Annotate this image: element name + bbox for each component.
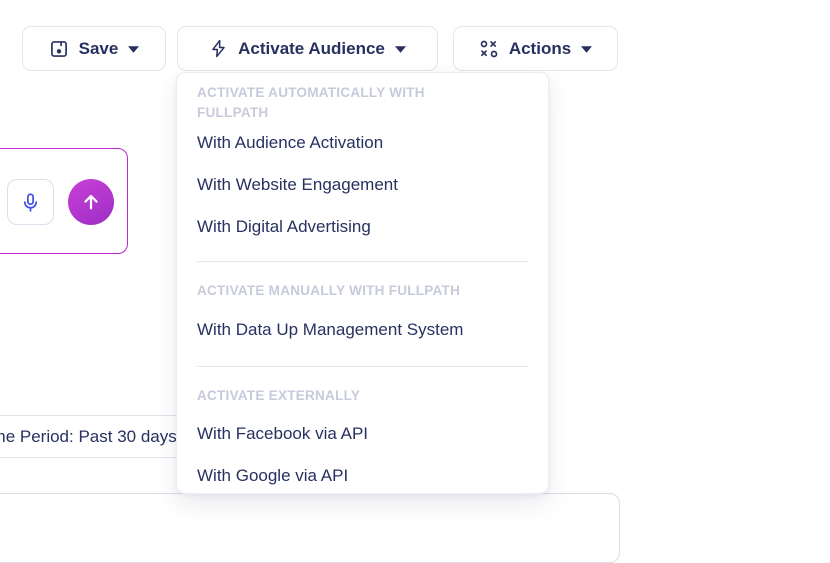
actions-button-label: Actions xyxy=(508,38,572,58)
caret-down-icon xyxy=(394,46,406,53)
menu-divider xyxy=(197,261,528,262)
actions-strategy-icon xyxy=(480,40,498,57)
menu-divider xyxy=(197,366,528,367)
save-button-label: Save xyxy=(78,38,119,58)
menu-item-with-website-engagement[interactable]: With Website Engagement xyxy=(197,175,398,194)
caret-down-icon xyxy=(128,46,140,53)
mic-button[interactable] xyxy=(7,179,54,225)
caret-down-icon xyxy=(581,46,593,53)
menu-item-with-facebook-via-api[interactable]: With Facebook via API xyxy=(197,424,369,443)
arrow-up-icon xyxy=(84,194,98,210)
composer-box xyxy=(0,148,128,254)
lightning-icon xyxy=(212,39,225,58)
menu-section-header: ACTIVATE AUTOMATICALLY WITH FULLPATH xyxy=(197,85,425,120)
time-period-label: Time Period: Past 30 days xyxy=(0,426,177,446)
menu-section-header: ACTIVATE MANUALLY WITH FULLPATH xyxy=(197,283,461,298)
submit-button[interactable] xyxy=(68,179,114,225)
content-card xyxy=(0,493,620,563)
activate-audience-button-label: Activate Audience xyxy=(238,38,385,58)
activate-audience-menu: ACTIVATE AUTOMATICALLY WITH FULLPATH Wit… xyxy=(176,72,549,494)
save-icon xyxy=(50,40,67,57)
activate-audience-button[interactable]: Activate Audience xyxy=(177,26,438,71)
menu-item-with-data-up-management-system[interactable]: With Data Up Management System xyxy=(197,320,464,339)
menu-item-with-digital-advertising[interactable]: With Digital Advertising xyxy=(197,217,371,236)
menu-section-header: ACTIVATE EXTERNALLY xyxy=(197,388,361,403)
actions-button[interactable]: Actions xyxy=(453,26,618,71)
menu-item-with-audience-activation[interactable]: With Audience Activation xyxy=(197,133,384,152)
save-button[interactable]: Save xyxy=(22,26,166,71)
menu-item-with-google-via-api[interactable]: With Google via API xyxy=(197,466,349,485)
microphone-icon xyxy=(23,192,38,212)
